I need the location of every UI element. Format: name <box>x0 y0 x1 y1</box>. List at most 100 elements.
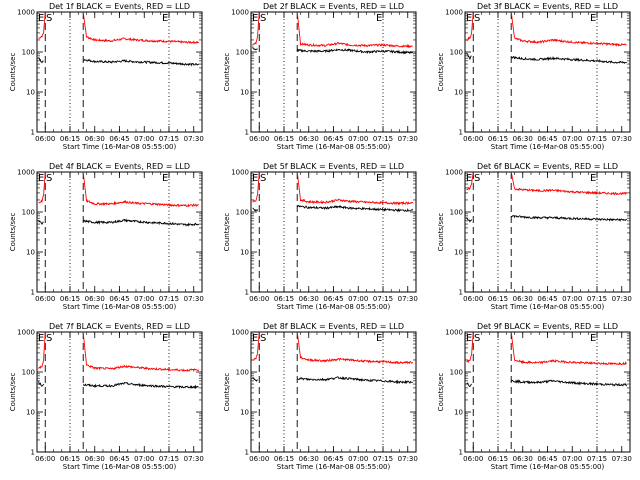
panel-title: Det 3f BLACK = Events, RED = LLD <box>477 2 618 11</box>
events-series-line <box>38 57 44 64</box>
x-tick-label: 06:45 <box>323 135 343 143</box>
x-tick-label: 07:00 <box>562 455 582 463</box>
y-tick-label: 100 <box>236 209 249 217</box>
y-tick-label: 100 <box>22 49 35 57</box>
marker-label-e: E <box>252 173 258 184</box>
x-tick-label: 07:30 <box>612 455 632 463</box>
x-tick-label: 07:00 <box>134 295 154 303</box>
panel-1: Det 1f BLACK = Events, RED = LLD 1 10 100 10… <box>9 2 204 151</box>
x-tick-label: 06:45 <box>109 135 129 143</box>
plot-frame <box>464 11 631 133</box>
y-tick-label: 100 <box>22 369 35 377</box>
lld-series-line <box>38 171 46 204</box>
lld-series-line <box>510 331 627 366</box>
x-tick-label: 07:30 <box>184 135 204 143</box>
y-axis-label: Counts/sec <box>223 53 231 92</box>
x-tick-label: 06:30 <box>85 135 105 143</box>
x-axis-label: Start Time (16-Mar-08 05:55:00) <box>277 143 391 151</box>
y-axis-label: Counts/sec <box>9 213 17 252</box>
lld-series-line <box>296 171 414 206</box>
y-tick-label: 100 <box>450 369 463 377</box>
events-series-line <box>38 381 45 387</box>
y-tick-label: 1000 <box>445 169 463 177</box>
marker-label-s: S <box>474 173 480 184</box>
x-tick-label: 06:15 <box>488 135 508 143</box>
y-tick-label: 10 <box>240 409 249 417</box>
marker-label-s: S <box>474 333 480 344</box>
plot-frame <box>250 11 417 133</box>
marker-label-e: E <box>376 173 382 184</box>
events-series-line <box>510 214 628 222</box>
y-tick-label: 1000 <box>17 9 35 17</box>
y-axis-label: Counts/sec <box>9 53 17 92</box>
x-tick-label: 07:30 <box>184 295 204 303</box>
y-tick-label: 1 <box>459 129 463 137</box>
x-tick-label: 06:00 <box>463 455 483 463</box>
x-tick-label: 07:00 <box>348 295 368 303</box>
y-tick-label: 100 <box>450 209 463 217</box>
y-tick-label: 1 <box>245 129 249 137</box>
panel-title: Det 6f BLACK = Events, RED = LLD <box>477 162 618 171</box>
events-series-line <box>296 48 413 55</box>
marker-label-e: E <box>590 13 596 24</box>
events-series-line <box>38 219 44 225</box>
marker-label-s: S <box>46 333 52 344</box>
y-tick-label: 100 <box>450 49 463 57</box>
x-tick-label: 07:30 <box>612 135 632 143</box>
y-tick-label: 100 <box>22 209 35 217</box>
panel-title: Det 1f BLACK = Events, RED = LLD <box>49 2 190 11</box>
lld-series-line <box>38 331 46 369</box>
events-series-line <box>297 375 413 385</box>
marker-label-e: E <box>466 333 472 344</box>
x-tick-label: 06:00 <box>249 455 269 463</box>
panel-3: Det 3f BLACK = Events, RED = LLD 1 10 100 10… <box>437 2 632 151</box>
marker-label-s: S <box>260 333 266 344</box>
x-tick-label: 06:00 <box>463 295 483 303</box>
panel-7: Det 7f BLACK = Events, RED = LLD 1 10 100 10… <box>9 322 204 471</box>
x-tick-label: 06:00 <box>35 295 55 303</box>
x-tick-label: 06:45 <box>323 295 343 303</box>
plot-frame <box>36 171 203 293</box>
x-tick-label: 06:30 <box>85 455 105 463</box>
y-axis-label: Counts/sec <box>437 213 445 252</box>
x-tick-label: 06:30 <box>513 455 533 463</box>
x-tick-label: 06:45 <box>109 295 129 303</box>
marker-label-e: E <box>590 173 596 184</box>
x-tick-label: 06:00 <box>249 135 269 143</box>
events-series-line <box>83 58 200 67</box>
marker-label-e: E <box>590 333 596 344</box>
marker-label-e: E <box>38 333 44 344</box>
x-tick-label: 07:30 <box>398 295 418 303</box>
marker-label-e: E <box>466 13 472 24</box>
x-tick-label: 07:30 <box>612 295 632 303</box>
lld-series-line <box>510 11 627 47</box>
x-tick-label: 06:00 <box>35 135 55 143</box>
y-tick-label: 1000 <box>17 169 35 177</box>
x-tick-label: 07:15 <box>587 455 607 463</box>
panel-title: Det 8f BLACK = Events, RED = LLD <box>263 322 404 331</box>
y-tick-label: 10 <box>454 249 463 257</box>
lld-series-line <box>82 11 199 45</box>
panel-2: Det 2f BLACK = Events, RED = LLD 1 10 100 10… <box>223 2 418 151</box>
y-tick-label: 1 <box>245 449 249 457</box>
y-tick-label: 1000 <box>17 329 35 337</box>
y-tick-label: 1 <box>459 449 463 457</box>
panel-title: Det 9f BLACK = Events, RED = LLD <box>477 322 618 331</box>
x-tick-label: 07:15 <box>159 135 179 143</box>
x-tick-label: 06:15 <box>274 135 294 143</box>
x-tick-label: 07:15 <box>159 295 179 303</box>
x-tick-label: 06:15 <box>60 135 80 143</box>
marker-label-e: E <box>376 333 382 344</box>
x-tick-label: 07:15 <box>587 295 607 303</box>
x-tick-label: 07:30 <box>398 135 418 143</box>
y-tick-label: 10 <box>26 249 35 257</box>
lld-series-line <box>466 11 474 42</box>
x-tick-label: 06:00 <box>249 295 269 303</box>
x-tick-label: 06:00 <box>35 455 55 463</box>
panel-title: Det 4f BLACK = Events, RED = LLD <box>49 162 190 171</box>
x-tick-label: 06:30 <box>513 295 533 303</box>
x-tick-label: 07:15 <box>159 455 179 463</box>
y-tick-label: 10 <box>26 409 35 417</box>
x-tick-label: 06:45 <box>537 135 557 143</box>
x-tick-label: 07:00 <box>134 135 154 143</box>
